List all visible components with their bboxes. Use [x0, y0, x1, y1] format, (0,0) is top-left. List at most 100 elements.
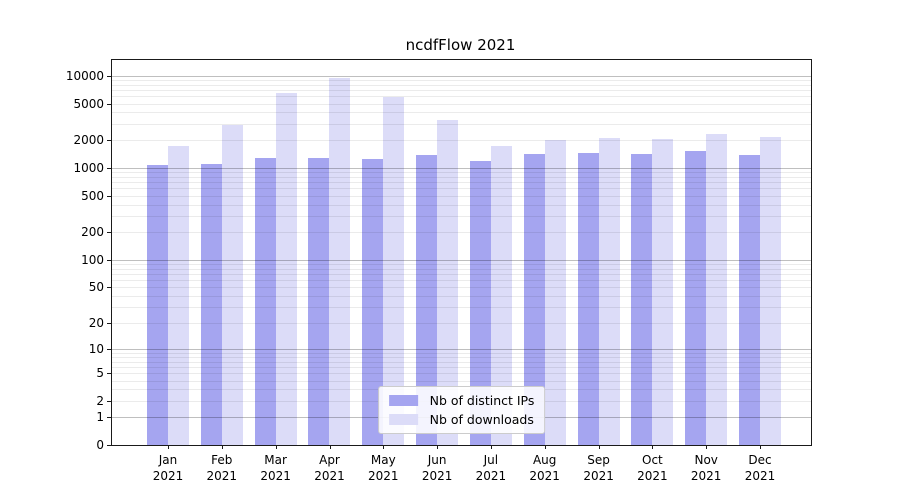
bar-ips-jun: [416, 155, 438, 445]
bar-ips-mar: [254, 157, 276, 445]
x-tick: [383, 445, 385, 449]
minor-gridline: [112, 204, 811, 206]
y-tick: [107, 195, 111, 197]
minor-gridline: [112, 280, 811, 282]
minor-gridline: [112, 188, 811, 190]
y-tick-label: 1: [96, 410, 104, 425]
bar-ips-jan: [147, 164, 168, 445]
legend-label: Nb of downloads: [429, 412, 534, 427]
x-tick: [168, 445, 169, 449]
y-tick: [107, 322, 111, 324]
x-tick: [652, 445, 654, 449]
x-tick: [221, 445, 223, 449]
major-gridline: [112, 348, 811, 350]
bar-ips-aug: [523, 153, 545, 445]
bar-ips-nov: [685, 150, 707, 445]
y-tick-label: 50: [88, 280, 104, 295]
y-tick: [107, 348, 111, 350]
x-tick: [706, 445, 708, 449]
x-tick-label-nov: Nov 2021: [690, 453, 722, 483]
y-tick: [107, 75, 111, 77]
y-tick-label: 2: [96, 393, 104, 408]
y-tick-label: 500: [81, 188, 104, 203]
minor-gridline: [112, 232, 811, 234]
y-tick-label: 10000: [65, 68, 104, 83]
minor-gridline: [112, 96, 811, 98]
minor-gridline: [112, 361, 811, 363]
x-tick-label-sep: Sep 2021: [583, 453, 614, 483]
x-tick: [490, 445, 492, 449]
minor-gridline: [112, 352, 811, 354]
legend-swatch-downloads: [388, 414, 418, 425]
y-tick: [107, 103, 111, 105]
minor-gridline: [112, 356, 811, 358]
minor-gridline: [112, 216, 811, 218]
y-tick: [107, 417, 111, 419]
legend-swatch-ips: [388, 395, 418, 406]
minor-gridline: [112, 268, 811, 270]
minor-gridline: [112, 195, 811, 197]
minor-gridline: [112, 296, 811, 298]
minor-gridline: [112, 123, 811, 125]
bar-downloads-aug: [544, 139, 566, 445]
minor-gridline: [112, 182, 811, 184]
bar-downloads-jan: [168, 146, 189, 445]
x-tick-label-oct: Oct 2021: [637, 453, 668, 483]
bar-ips-dec: [739, 154, 761, 445]
x-tick-label-jul: Jul 2021: [475, 453, 507, 483]
y-tick-label: 5000: [73, 96, 104, 111]
x-tick-label-jan: Jan 2021: [152, 453, 184, 483]
minor-gridline: [112, 103, 811, 105]
x-tick: [760, 445, 761, 449]
minor-gridline: [112, 322, 811, 324]
y-tick: [107, 287, 111, 289]
bar-downloads-dec: [760, 136, 782, 445]
x-tick-label-mar: Mar 2021: [260, 453, 291, 483]
plot-area: 0 1 2 5 10 20 50 100 200 500 1000 2000 5000 10000 Jan 2…: [66, 59, 812, 483]
y-tick: [107, 259, 111, 261]
bar-downloads-jul: [490, 145, 512, 445]
minor-gridline: [112, 90, 811, 91]
y-tick: [107, 140, 111, 142]
y-tick-label: 20: [88, 315, 104, 330]
minor-gridline: [112, 380, 811, 382]
legend: Nb of distinct IPs Nb of downloads: [377, 386, 546, 434]
minor-gridline: [112, 112, 811, 114]
bar-ips-feb: [200, 164, 222, 445]
major-gridline: [112, 259, 811, 261]
x-tick-label-may: May 2021: [368, 453, 399, 483]
bar-ips-oct: [631, 153, 653, 445]
y-tick-label: 100: [81, 252, 104, 267]
minor-gridline: [112, 367, 811, 368]
minor-gridline: [112, 287, 811, 289]
minor-gridline: [112, 79, 811, 81]
chart-title: ncdfFlow 2021: [405, 36, 516, 54]
x-tick-label-feb: Feb 2021: [206, 453, 238, 483]
bar-downloads-feb: [221, 124, 243, 445]
minor-gridline: [112, 140, 811, 142]
y-tick-label: 5: [96, 366, 104, 381]
minor-gridline: [112, 274, 811, 276]
bar-downloads-apr: [329, 78, 351, 445]
y-tick-label: 10: [88, 341, 104, 356]
y-tick-label: 0: [96, 438, 104, 452]
y-tick: [107, 373, 111, 375]
x-tick-label-aug: Aug 2021: [529, 453, 560, 483]
y-tick: [107, 168, 111, 169]
legend-row: Nb of distinct IPs: [388, 393, 535, 408]
minor-gridline: [112, 172, 811, 174]
minor-gridline: [112, 307, 811, 309]
y-tick: [107, 445, 111, 446]
y-tick: [107, 232, 111, 234]
legend-row: Nb of downloads: [388, 412, 535, 427]
bar-downloads-mar: [275, 93, 297, 445]
minor-gridline: [112, 84, 811, 86]
bar-ips-sep: [577, 152, 599, 445]
minor-gridline: [112, 373, 811, 375]
bar-ips-apr: [308, 157, 330, 445]
y-tick-label: 200: [81, 225, 104, 240]
minor-gridline: [112, 176, 811, 178]
legend-label: Nb of distinct IPs: [429, 393, 535, 408]
x-tick: [437, 445, 439, 449]
y-tick-label: 2000: [73, 133, 104, 148]
